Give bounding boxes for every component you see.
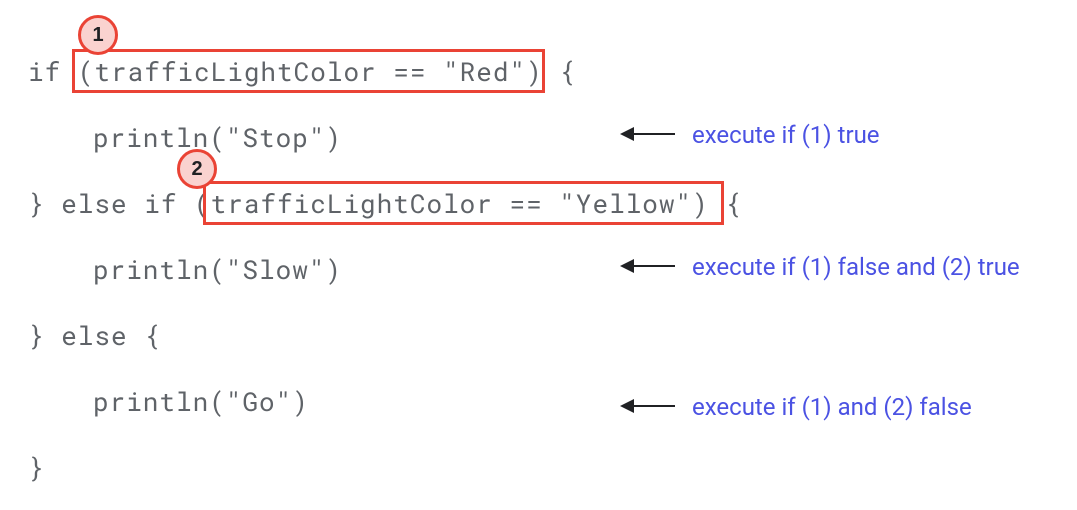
annotation-3: execute if (1) and (2) false	[692, 393, 972, 421]
code-line-4: println("Slow")	[93, 253, 342, 287]
arrow-2	[620, 257, 675, 275]
code-line-7: }	[28, 451, 45, 485]
code-line-2: println("Stop")	[93, 121, 342, 155]
code-line-5: } else {	[28, 319, 161, 353]
arrow-1	[620, 125, 675, 143]
annotation-1: execute if (1) true	[692, 121, 880, 149]
code-line-6: println("Go")	[93, 385, 309, 419]
code-line-1: if (trafficLightColor == "Red") {	[28, 55, 576, 89]
annotation-2: execute if (1) false and (2) true	[692, 253, 1020, 281]
badge-1: 1	[78, 15, 118, 55]
code-line-3: } else if (trafficLightColor == "Yellow"…	[28, 187, 742, 221]
badge-2: 2	[177, 149, 217, 189]
arrow-3	[620, 397, 675, 415]
